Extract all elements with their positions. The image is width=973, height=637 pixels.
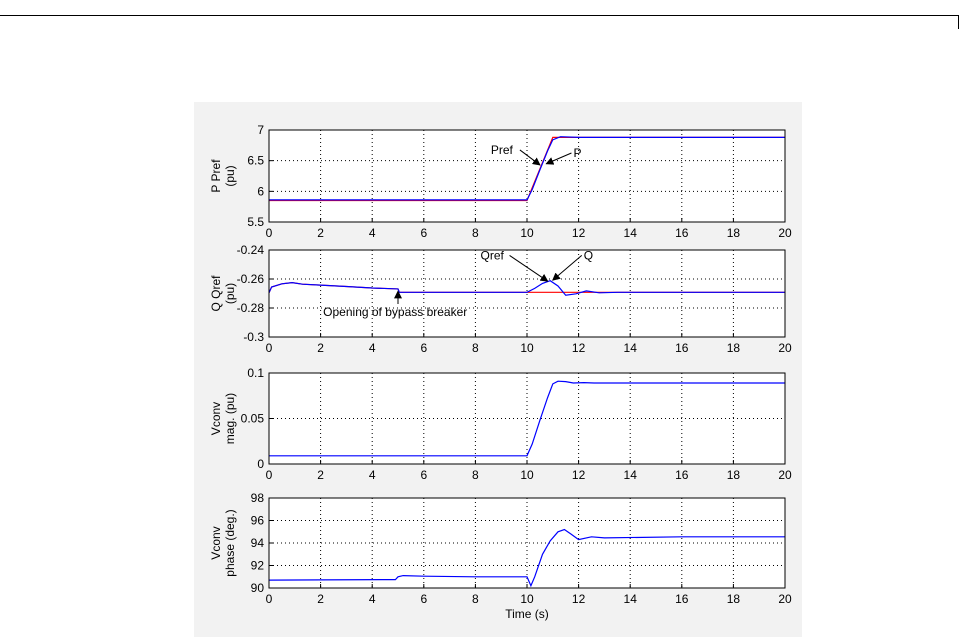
x-tick-label: 12 xyxy=(572,468,586,482)
annotation-label: Pref xyxy=(491,143,514,157)
y-tick-label: 0 xyxy=(257,457,264,471)
y-tick-label: 6.5 xyxy=(247,154,264,168)
annotation-label: Q xyxy=(584,248,593,262)
x-tick-label: 2 xyxy=(317,226,324,240)
x-tick-label: 16 xyxy=(675,226,689,240)
plot-area xyxy=(269,373,785,464)
axes-frame xyxy=(268,249,786,338)
annotation-label: Qref xyxy=(481,248,505,262)
annotation-arrow xyxy=(519,149,541,166)
x-tick-label: 14 xyxy=(624,468,638,482)
axes-frame xyxy=(268,497,786,589)
y-tick-label: 0.05 xyxy=(241,412,265,426)
x-tick-label: 18 xyxy=(727,341,741,355)
x-tick-label: 2 xyxy=(317,592,324,606)
plot-area xyxy=(269,250,785,337)
x-tick-label: 6 xyxy=(420,226,427,240)
x-tick-label: 16 xyxy=(675,468,689,482)
x-tick-label: 16 xyxy=(675,592,689,606)
x-tick-label: 14 xyxy=(624,341,638,355)
figure-panel: 0 2 4 6 8 10 12 14 16 18 20 5.5 6 6.5 7 Pref P P Pref (pu)… xyxy=(194,102,802,637)
x-tick-label: 10 xyxy=(520,341,534,355)
y-tick-label: 92 xyxy=(251,559,265,573)
x-tick-label: 2 xyxy=(317,468,324,482)
y-tick-label: 90 xyxy=(251,581,265,595)
x-tick-label: 8 xyxy=(472,468,479,482)
series-line-q xyxy=(269,280,785,296)
x-tick-label: 0 xyxy=(266,226,273,240)
axes-frame xyxy=(268,372,786,465)
x-tick-label: 14 xyxy=(624,592,638,606)
y-tick-label: -0.24 xyxy=(237,243,265,257)
annotation-label: Opening of bypass breaker xyxy=(323,305,467,319)
x-tick-label: 4 xyxy=(369,592,376,606)
y-tick-label: -0.3 xyxy=(243,330,264,344)
y-tick-label: 7 xyxy=(257,123,264,137)
annotation-label: P xyxy=(573,146,581,160)
x-tick-label: 6 xyxy=(420,592,427,606)
plot-area xyxy=(269,130,785,222)
y-axis-label: (pu) xyxy=(223,165,237,186)
x-tick-label: 12 xyxy=(572,592,586,606)
annotation-arrow xyxy=(545,152,572,165)
x-tick-label: 18 xyxy=(727,468,741,482)
x-tick-label: 18 xyxy=(727,592,741,606)
x-tick-label: 12 xyxy=(572,226,586,240)
axes-frame xyxy=(268,129,786,223)
series-line-p xyxy=(269,136,785,201)
x-tick-label: 8 xyxy=(472,341,479,355)
y-tick-label: 96 xyxy=(251,514,265,528)
y-axis-label: Vconv xyxy=(209,526,223,559)
y-tick-label: 5.5 xyxy=(247,215,264,229)
x-tick-label: 10 xyxy=(520,592,534,606)
y-axis-label: Q Qref xyxy=(209,275,223,312)
x-tick-label: 0 xyxy=(266,341,273,355)
series-line-trace-1 xyxy=(269,528,785,588)
page-corner-tick xyxy=(958,15,959,29)
x-tick-label: 4 xyxy=(369,226,376,240)
page-top-rule xyxy=(0,15,959,16)
x-tick-label: 20 xyxy=(778,341,792,355)
series-line-trace-1 xyxy=(269,380,785,457)
y-tick-label: 6 xyxy=(257,184,264,198)
x-tick-label: 20 xyxy=(778,226,792,240)
y-axis-label: phase (deg.) xyxy=(223,509,237,576)
x-tick-label: 6 xyxy=(420,468,427,482)
x-tick-label: 4 xyxy=(369,468,376,482)
y-tick-label: 98 xyxy=(251,491,265,505)
y-axis-label: (pu) xyxy=(223,283,237,304)
x-tick-label: 6 xyxy=(420,341,427,355)
x-tick-label: 10 xyxy=(520,468,534,482)
y-tick-label: 94 xyxy=(251,536,265,550)
y-tick-label: -0.26 xyxy=(237,272,265,286)
x-tick-label: 0 xyxy=(266,468,273,482)
annotation-arrow xyxy=(509,255,549,282)
x-tick-label: 2 xyxy=(317,341,324,355)
x-tick-label: 16 xyxy=(675,341,689,355)
y-axis-label: Vconv xyxy=(209,402,223,435)
x-tick-label: 20 xyxy=(778,468,792,482)
y-axis-label: P Pref xyxy=(209,159,223,193)
x-tick-label: 8 xyxy=(472,592,479,606)
x-tick-label: 14 xyxy=(624,226,638,240)
x-tick-label: 0 xyxy=(266,592,273,606)
x-tick-label: 10 xyxy=(520,226,534,240)
y-axis-label: mag. (pu) xyxy=(223,393,237,444)
subplot-1: 0 2 4 6 8 10 12 14 16 18 20 5.5 6 6.5 7 Pref P P Pref (pu) xyxy=(209,123,792,240)
x-tick-label: 4 xyxy=(369,341,376,355)
annotation-arrow xyxy=(552,255,583,281)
subplot-2: 0 2 4 6 8 10 12 14 16 18 20 -0.3 -0.28 -0.26 -0.24 Qref… xyxy=(209,243,792,355)
x-tick-label: 8 xyxy=(472,226,479,240)
y-tick-label: -0.28 xyxy=(237,301,265,315)
x-axis-label: Time (s) xyxy=(505,607,549,621)
subplot-4: 0 2 4 6 8 10 12 14 16 18 20 90 92 94 96 98 Vconv phase (d… xyxy=(209,491,792,621)
subplot-3: 0 2 4 6 8 10 12 14 16 18 20 0 0.05 0.1 Vconv mag. (pu) xyxy=(209,366,792,482)
x-tick-label: 12 xyxy=(572,341,586,355)
x-tick-label: 18 xyxy=(727,226,741,240)
y-tick-label: 0.1 xyxy=(247,366,264,380)
x-tick-label: 20 xyxy=(778,592,792,606)
